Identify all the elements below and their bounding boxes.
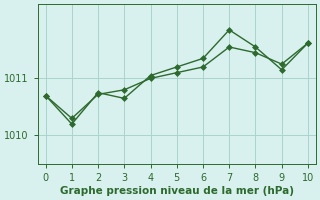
X-axis label: Graphe pression niveau de la mer (hPa): Graphe pression niveau de la mer (hPa) [60, 186, 294, 196]
